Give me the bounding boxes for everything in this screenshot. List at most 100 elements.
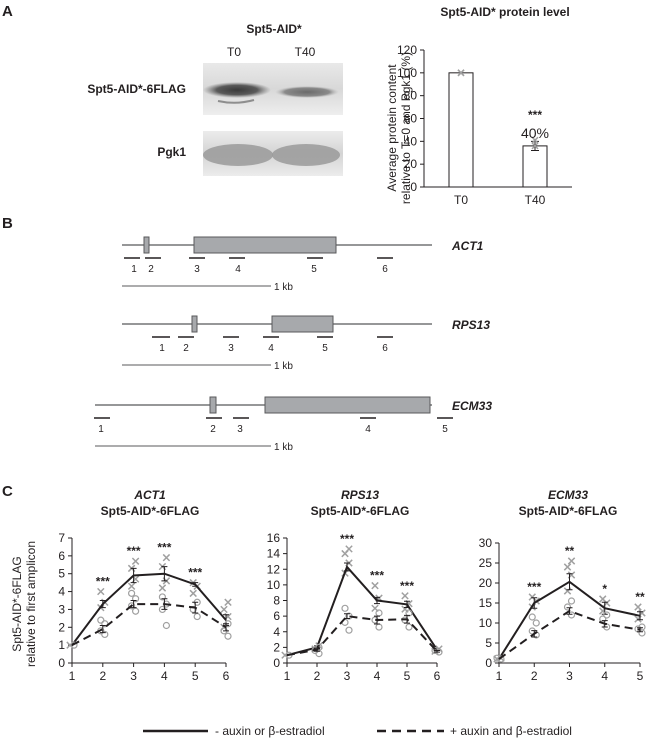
y-tick-label: 3	[58, 602, 65, 616]
x-tick-label: 1	[496, 669, 503, 683]
y-tick-label: 25	[479, 556, 493, 570]
significance-label: **	[565, 544, 575, 558]
significance-label: ***	[96, 575, 110, 589]
x-tick-label: 5	[192, 669, 199, 683]
replicate-marker-plus	[224, 632, 232, 640]
replicate-marker-plus	[70, 641, 78, 649]
error-bar	[344, 562, 350, 572]
x-tick-label: 4	[374, 669, 381, 683]
amplicon-label: 1	[98, 424, 104, 435]
x-tick-label: 4	[601, 669, 608, 683]
x-tick-label: 5	[637, 669, 644, 683]
replicate-marker-plus	[158, 593, 166, 601]
amplicon-label: 3	[228, 343, 234, 354]
blot-spt5	[203, 63, 343, 115]
panel-a-letter: A	[2, 3, 13, 20]
y-tick-label: 4	[58, 585, 65, 599]
amplicon-label: 3	[237, 424, 243, 435]
bar-percent-label: 40%	[521, 125, 549, 141]
significance-label: ***	[188, 566, 202, 580]
bar-y-tick-label: 120	[397, 43, 417, 57]
significance-label: ***	[400, 579, 414, 593]
bar-y-tick-label: 0	[410, 180, 417, 194]
series-line-plus	[71, 603, 227, 647]
gene-map-act1: ACT1 1 2 3 4 5 6 1 kb	[122, 236, 484, 293]
y-tick-label: 0	[58, 656, 65, 670]
bar-y-tick-label: 80	[404, 89, 418, 103]
replicate-marker-plus	[567, 611, 576, 619]
replicate-marker-plus	[497, 655, 505, 663]
panel-c-letter: C	[2, 483, 13, 500]
amplicon-label: 2	[148, 264, 154, 275]
scale-bar-label: 1 kb	[274, 442, 293, 453]
x-tick-label: 5	[404, 669, 411, 683]
y-tick-label: 10	[267, 578, 281, 592]
replicate-marker-plus	[101, 630, 109, 639]
x-tick-label: 1	[69, 669, 76, 683]
amplicon-label: 5	[442, 424, 448, 435]
significance-label: ***	[127, 544, 141, 558]
intron-exon	[143, 236, 150, 254]
amplicon-label: 4	[268, 343, 274, 354]
replicate-marker-plus	[567, 597, 576, 605]
significance-label: *	[602, 582, 607, 596]
gene-name: RPS13	[452, 318, 490, 332]
replicate-marker-minus	[224, 598, 232, 607]
replicate-marker-plus	[528, 613, 536, 621]
replicate-marker-plus	[341, 604, 349, 612]
y-tick-label: 0	[273, 656, 280, 670]
replicate-marker-minus	[97, 587, 105, 596]
x-tick-label: 3	[566, 669, 573, 683]
error-bar	[99, 625, 106, 634]
error-bar	[434, 650, 440, 653]
y-tick-label: 4	[273, 625, 280, 639]
bar-replicate-marker	[457, 69, 465, 77]
line-chart-title: ACT1	[133, 488, 166, 502]
replicate-marker-plus	[405, 609, 413, 617]
y-tick-label: 20	[479, 576, 493, 590]
bar-y-tick-label: 100	[397, 66, 417, 80]
replicate-marker-minus	[162, 553, 171, 562]
replicate-marker-minus	[563, 563, 572, 571]
replicate-marker-plus	[128, 602, 136, 610]
replicate-marker-minus	[599, 595, 607, 603]
y-tick-label: 5	[485, 636, 492, 650]
line-chart-subtitle: Spt5-AID*-6FLAG	[519, 504, 618, 518]
error-bar	[130, 600, 137, 609]
gene-map-rps13: RPS13 1 2 3 4 5 6 1 kb	[122, 315, 490, 372]
amplicon-label: 1	[131, 264, 137, 275]
bar-chart-ylabel-1: Average protein content	[385, 64, 399, 192]
gene-exon	[271, 315, 334, 333]
lane-label-t40: T40	[295, 45, 316, 59]
error-bar	[99, 600, 106, 609]
bar-chart-ylabel-2: relative to T=0 and Pgk1 (%)	[399, 52, 413, 204]
replicate-marker-plus	[405, 623, 413, 631]
y-tick-label: 7	[58, 531, 65, 545]
x-tick-label: 6	[223, 669, 230, 683]
gene-name: ACT1	[451, 239, 484, 253]
error-bar	[192, 601, 199, 614]
amplicon-label: 6	[382, 264, 388, 275]
bar-replicate-marker	[531, 142, 539, 150]
y-tick-label: 8	[273, 594, 280, 608]
legend-dashed-label: + auxin and β-estradiol	[450, 724, 572, 738]
y-tick-label: 16	[267, 531, 281, 545]
error-bar	[531, 597, 538, 609]
panel-c: C Spt5-AID*-6FLAG relative to first ampl…	[2, 483, 646, 738]
y-tick-label: 6	[273, 609, 280, 623]
panel-c-ylabel-1: Spt5-AID*-6FLAG	[10, 556, 24, 651]
error-bar	[637, 611, 643, 621]
error-bar	[161, 598, 168, 610]
x-tick-label: 3	[130, 669, 137, 683]
band-label-pgk1: Pgk1	[157, 145, 186, 159]
significance-label: ***	[370, 569, 384, 583]
replicate-marker-plus	[132, 595, 140, 603]
replicate-marker-plus	[375, 609, 383, 617]
amplicon-label: 3	[194, 264, 200, 275]
scale-bar-label: 1 kb	[274, 361, 293, 372]
